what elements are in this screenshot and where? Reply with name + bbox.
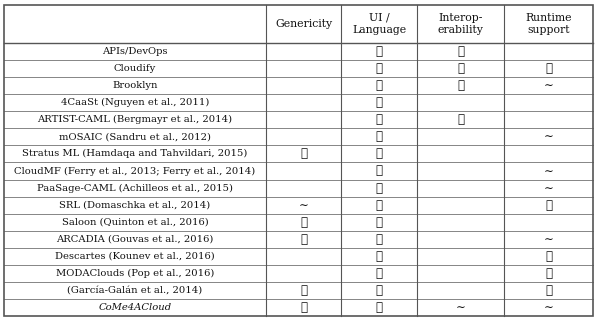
Text: ✓: ✓ [457,45,464,58]
Text: ✓: ✓ [376,181,383,195]
Text: ✓: ✓ [376,113,383,126]
Text: ✓: ✓ [376,267,383,280]
Text: ∼: ∼ [299,199,309,212]
Text: ARTIST-CAML (Bergmayr et al., 2014): ARTIST-CAML (Bergmayr et al., 2014) [38,115,233,124]
Text: APIs/DevOps: APIs/DevOps [102,47,168,56]
Text: ✓: ✓ [300,233,307,246]
Text: ✓: ✓ [376,250,383,263]
Text: ✓: ✓ [376,284,383,297]
Text: ✓: ✓ [376,62,383,75]
Text: ✓: ✓ [376,79,383,92]
Text: Descartes (Kounev et al., 2016): Descartes (Kounev et al., 2016) [55,252,215,261]
Text: Interop-
erability: Interop- erability [438,13,484,35]
Text: Cloudify: Cloudify [114,64,156,73]
Text: ✓: ✓ [545,250,552,263]
Text: ∼: ∼ [544,79,553,92]
Text: ✓: ✓ [545,199,552,212]
Text: ✓: ✓ [376,199,383,212]
Text: mOSAIC (Sandru et al., 2012): mOSAIC (Sandru et al., 2012) [59,132,211,141]
Text: ✓: ✓ [457,113,464,126]
Text: ✓: ✓ [300,148,307,160]
Text: ✓: ✓ [457,62,464,75]
Text: 4CaaSt (Nguyen et al., 2011): 4CaaSt (Nguyen et al., 2011) [61,98,209,107]
Text: Genericity: Genericity [275,19,333,29]
Text: ✓: ✓ [300,216,307,229]
Text: ✓: ✓ [376,96,383,109]
Text: ✓: ✓ [545,284,552,297]
Text: ✓: ✓ [545,62,552,75]
Text: ✓: ✓ [545,267,552,280]
Text: ARCADIA (Gouvas et al., 2016): ARCADIA (Gouvas et al., 2016) [56,235,214,244]
Text: ✓: ✓ [300,301,307,314]
Text: UI /
Language: UI / Language [352,13,406,35]
Text: Saloon (Quinton et al., 2016): Saloon (Quinton et al., 2016) [61,218,208,227]
Text: SRL (Domaschka et al., 2014): SRL (Domaschka et al., 2014) [60,201,211,210]
Text: ✓: ✓ [376,148,383,160]
Text: CoMe4ACloud: CoMe4ACloud [99,303,171,312]
Text: ✓: ✓ [376,164,383,178]
Text: ∼: ∼ [544,233,553,246]
Text: ∼: ∼ [544,130,553,143]
Text: Stratus ML (Hamdaqa and Tahvildari, 2015): Stratus ML (Hamdaqa and Tahvildari, 2015… [22,149,248,158]
Text: (García-Galán et al., 2014): (García-Galán et al., 2014) [67,286,202,295]
Text: ∼: ∼ [544,301,553,314]
Text: ✓: ✓ [376,45,383,58]
Text: Runtime
support: Runtime support [525,13,572,35]
Text: ✓: ✓ [376,130,383,143]
Text: ✓: ✓ [457,79,464,92]
Text: ✓: ✓ [376,216,383,229]
Text: Brooklyn: Brooklyn [112,81,158,90]
Text: MODAClouds (Pop et al., 2016): MODAClouds (Pop et al., 2016) [56,269,214,278]
Text: ✓: ✓ [376,233,383,246]
Text: ✓: ✓ [300,284,307,297]
Text: PaaSage-CAML (Achilleos et al., 2015): PaaSage-CAML (Achilleos et al., 2015) [37,183,233,193]
Text: CloudMF (Ferry et al., 2013; Ferry et al., 2014): CloudMF (Ferry et al., 2013; Ferry et al… [14,166,256,176]
Text: ✓: ✓ [376,301,383,314]
Text: ∼: ∼ [544,181,553,195]
Text: ∼: ∼ [544,164,553,178]
Text: ∼: ∼ [456,301,466,314]
